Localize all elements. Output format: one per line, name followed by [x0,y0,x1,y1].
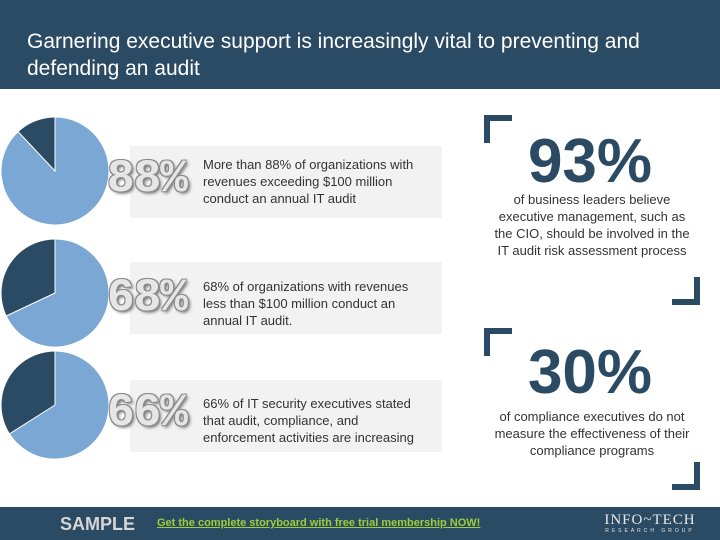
footer-bar: SAMPLE Get the complete storyboard with … [0,507,720,540]
stat-row-2: 68% 68% of organizations with revenues l… [0,238,470,348]
stat-row-1: 88% More than 88% of organizations with … [0,116,470,226]
bracket-bottom-right [672,277,700,305]
callout-2: 30% of compliance executives do not meas… [480,328,700,490]
bracket-bottom-right [672,462,700,490]
stat-box-1 [130,146,442,218]
stat-box-3 [130,380,442,452]
sample-label: SAMPLE [60,514,136,534]
callout-text-1: of business leaders believe executive ma… [494,192,690,258]
company-logo: INFO~TECH RESEARCH GROUP [594,512,706,535]
callout-percent-2: 30% [527,338,653,407]
logo-main-text: INFO~TECH [604,512,696,528]
logo-sub-text: RESEARCH GROUP [605,528,695,534]
callout-percent-1: 93% [527,127,653,196]
stat-box-2 [130,262,442,334]
bracket-top-left [484,328,512,356]
pie-chart-2 [0,238,110,348]
bracket-top-left [484,115,512,143]
stat-percent-3: 66% [107,387,188,439]
stat-text-3: 66% of IT security executives stated tha… [203,396,414,445]
trial-membership-link[interactable]: Get the complete storyboard with free tr… [157,517,481,529]
stat-percent-2: 68% [107,272,188,324]
slide-header: Garnering executive support is increasin… [0,0,720,89]
pie-chart-1 [0,116,110,226]
pie-value-slice [8,350,110,460]
slide-title: Garnering executive support is increasin… [27,30,640,80]
callout-1: 93% of business leaders believe executiv… [480,115,700,305]
pie-value-slice [0,116,110,226]
stat-text-1: More than 88% of organizations with reve… [203,157,414,206]
stat-row-3: 66% 66% of IT security executives stated… [0,350,470,460]
stat-text-2: 68% of organizations with revenues less … [203,279,409,328]
stat-percent-1: 88% [107,153,188,205]
pie-chart-3 [0,350,110,460]
callout-text-2: of compliance executives do not measure … [494,409,690,458]
pie-value-slice [5,238,110,348]
